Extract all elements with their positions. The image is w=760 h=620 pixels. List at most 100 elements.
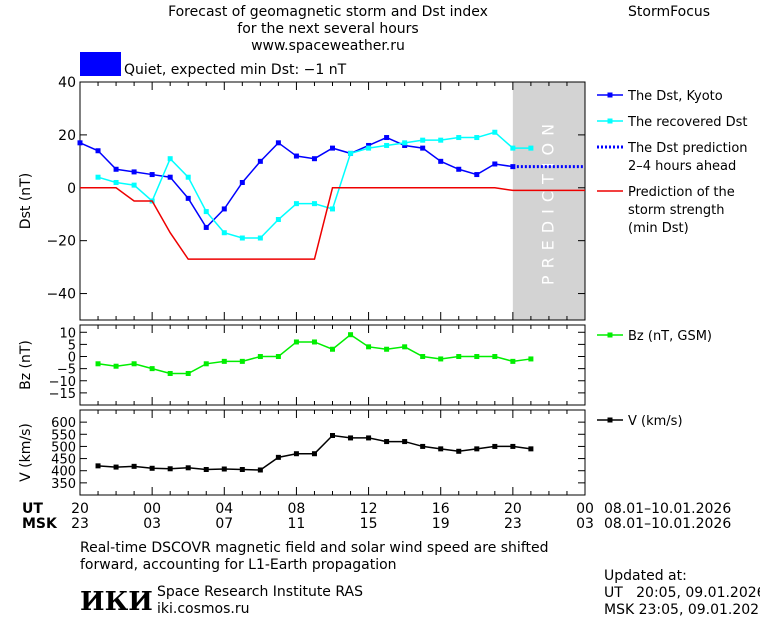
panel-2-series-1-legend-label: Bz (nT, GSM): [628, 329, 712, 344]
panel-1-series-1-point: [239, 179, 245, 185]
panel-2-series-1-point: [293, 339, 299, 345]
panel-3-series-1-point: [384, 439, 390, 445]
panel-1-series-2-point: [420, 137, 426, 143]
panel-1-series-1-point: [420, 145, 426, 151]
panel-1-series-2-line: [97, 131, 531, 239]
iki-logo: ИКИ: [80, 587, 153, 617]
panel-1-series-3-legend-label: The Dst prediction: [627, 141, 748, 156]
panel-2-series-1-point: [311, 339, 317, 345]
panel-1-series-1-point: [330, 145, 335, 151]
panel-1-ytick-label: 40: [58, 75, 76, 91]
panel-1-series-1-point: [311, 156, 317, 162]
panel-3-series-1-legend-label: V (km/s): [628, 414, 683, 429]
panel-2-series-1-point: [203, 361, 209, 367]
panel-3-series-1-point: [348, 435, 354, 441]
panel-3-series-1-point: [311, 451, 317, 457]
panel-1-prediction-label: PREDICTION: [538, 117, 557, 285]
panel-1-series-1-point: [185, 195, 191, 201]
updated-msk: MSK 23:05, 09.01.2026: [604, 602, 760, 618]
panel-1-ytick-label: 0: [67, 181, 76, 197]
panel-2-series-1-point: [113, 363, 119, 369]
panel-2-ytick-label: 5: [68, 338, 76, 353]
panel-1-series-2-point: [474, 135, 480, 141]
ut-tick-label: 20: [71, 501, 89, 517]
msk-tick-label: 23: [71, 516, 89, 532]
panel-1-series-1-point: [492, 161, 498, 167]
ut-tick-label: 12: [360, 501, 378, 517]
panel-2-ytick-label: −5: [57, 363, 76, 378]
msk-tick-label: 15: [360, 516, 378, 532]
panel-1-series-1-point: [293, 153, 299, 159]
panel-2-series-1-point: [510, 358, 516, 364]
panel-1-series-1-legend-marker: [607, 92, 613, 98]
panel-1-series-1-point: [203, 224, 209, 230]
panel-3-series-1-point: [420, 443, 426, 449]
panel-2-ylabel: Bz (nT): [18, 340, 34, 390]
panel-3-series-1-point: [438, 446, 444, 452]
panel-1-series-2-point: [438, 137, 444, 143]
panel-3-series-1-point: [131, 463, 137, 469]
panel-3-series-1-point: [510, 443, 516, 449]
msk-date-range: 08.01–10.01.2026: [604, 516, 732, 532]
panel-3-series-1-point: [528, 446, 534, 452]
panel-3-ytick-label: 550: [51, 428, 76, 443]
panel-1-series-2-point: [113, 179, 119, 185]
panel-1-series-1-legend-label: The Dst, Kyoto: [627, 89, 723, 104]
panel-3-ytick-label: 600: [51, 416, 76, 431]
panel-1-series-1-point: [438, 158, 444, 164]
panel-1-series-1-point: [366, 142, 372, 148]
panel-1-series-4-legend-label: storm strength: [628, 203, 725, 218]
footer-note-line2: forward, accounting for L1-Earth propaga…: [80, 557, 397, 573]
updated-ut: UT 20:05, 09.01.2026: [604, 585, 760, 601]
panel-2-frame: [79, 324, 586, 406]
panel-3-ytick-label: 450: [51, 453, 76, 468]
panel-1-series-1-point: [384, 135, 390, 141]
msk-tick-label: 03: [576, 516, 594, 532]
panel-1-ytick-label: −40: [46, 287, 76, 303]
panel-1-prediction-band: [512, 82, 585, 320]
panel-1-series-1-point: [275, 140, 281, 146]
panel-2-ytick-label: −10: [49, 375, 76, 390]
msk-tick-label: 11: [288, 516, 306, 532]
msk-axis-label: MSK: [22, 516, 57, 532]
panel-1-series-2-point: [275, 217, 281, 223]
status-text: Quiet, expected min Dst: −1 nT: [124, 62, 347, 78]
panel-1-series-1-point: [149, 172, 155, 178]
panel-1-series-2-point: [456, 135, 462, 141]
panel-1-series-1-point: [474, 172, 480, 178]
panel-3-series-1-point: [474, 446, 480, 452]
ut-tick-label: 16: [432, 501, 450, 517]
panel-1-series-3-legend-label: 2–4 hours ahead: [628, 159, 736, 174]
panel-2-series-1-point: [185, 370, 191, 376]
panel-1-series-2-point: [384, 142, 390, 148]
panel-3-series-1-legend-marker: [607, 417, 613, 423]
panel-1-series-2-point: [131, 182, 137, 188]
panel-3-series-1-point: [402, 439, 408, 445]
panel-1-ytick-label: −20: [46, 234, 76, 250]
panel-3-series-1-point: [113, 464, 119, 470]
panel-1-series-2-point: [348, 150, 354, 156]
institute-url[interactable]: iki.cosmos.ru: [157, 601, 250, 617]
institute-name: Space Research Institute RAS: [157, 584, 363, 600]
panel-1-series-2-point: [95, 174, 101, 180]
panel-2-ytick-label: 0: [68, 351, 76, 366]
panel-1-series-1-point: [131, 169, 137, 175]
panel-2-series-1-point: [167, 370, 173, 376]
panel-2-ytick-label: −15: [49, 387, 76, 402]
panel-1-series-1-line: [79, 136, 513, 229]
site-url[interactable]: www.spaceweather.ru: [251, 38, 405, 54]
panel-2-series-1-point: [456, 354, 462, 360]
panel-1-ytick-label: 20: [58, 128, 76, 144]
panel-1-series-2-point: [293, 201, 299, 207]
panel-3-series-1-point: [293, 451, 299, 457]
ut-axis-label: UT: [22, 501, 43, 517]
panel-1-series-4-legend-label: Prediction of the: [628, 185, 735, 200]
panel-3-series-1-point: [149, 465, 155, 471]
panel-3-ylabel: V (km/s): [18, 423, 34, 482]
chart-title-line1: Forecast of geomagnetic storm and Dst in…: [168, 4, 488, 20]
panel-1-series-2-point: [492, 129, 498, 135]
panel-2-series-1-point: [384, 346, 390, 352]
panel-2-series-1-point: [474, 354, 480, 360]
panel-2-series-1-point: [348, 332, 354, 338]
panel-1-series-1-point: [456, 166, 462, 172]
